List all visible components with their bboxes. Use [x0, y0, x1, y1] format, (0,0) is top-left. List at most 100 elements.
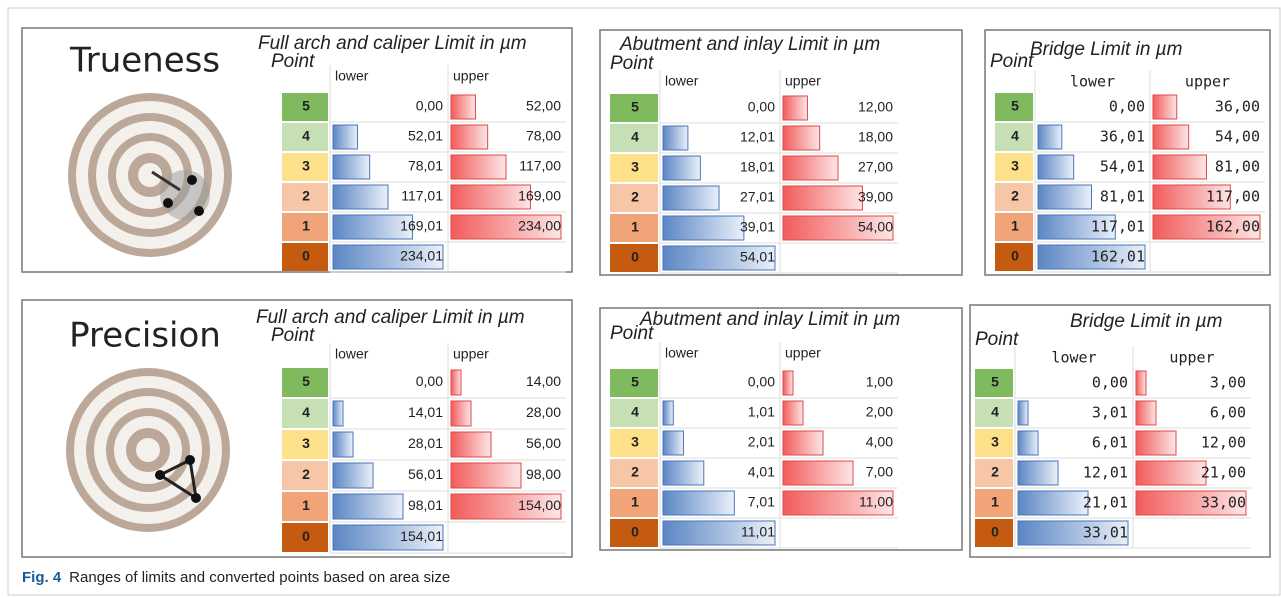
upper-bar [450, 369, 462, 396]
point-cell [610, 154, 658, 182]
upper-value: 28,00 [526, 404, 561, 420]
point-cell [995, 243, 1033, 271]
point-value: 1 [302, 497, 310, 513]
point-cell [975, 519, 1013, 547]
lower-bar [662, 125, 689, 151]
point-value: 5 [631, 374, 639, 390]
upper-value: 6,00 [1210, 404, 1246, 422]
upper-value: 52,00 [526, 98, 561, 114]
upper-header: upper [1185, 73, 1230, 91]
point-value: 5 [302, 373, 310, 389]
lower-bar [1037, 124, 1063, 150]
point-cell [610, 244, 658, 272]
point-cell [610, 429, 658, 457]
upper-bar [1135, 460, 1207, 486]
table-title: Full arch and caliper Limit in µm [256, 307, 525, 328]
lower-value: 54,01 [740, 249, 775, 265]
point-header: Point [610, 53, 654, 74]
point-cell [282, 153, 328, 181]
upper-bar [782, 370, 794, 396]
point-value: 0 [302, 528, 310, 544]
lower-header: lower [665, 345, 699, 361]
point-value: 5 [631, 99, 639, 115]
upper-bar [1135, 490, 1247, 516]
upper-header: upper [453, 346, 489, 362]
point-value: 0 [302, 248, 310, 264]
lower-header: lower [1070, 73, 1115, 91]
lower-bar [332, 524, 444, 551]
point-value: 1 [302, 218, 310, 234]
upper-header: upper [1169, 349, 1214, 367]
upper-header: upper [453, 68, 489, 84]
point-value: 5 [991, 374, 999, 390]
table-title: Full arch and caliper Limit in µm [258, 33, 527, 54]
precision-target [66, 368, 230, 532]
point-cell [610, 399, 658, 427]
point-header: Point [271, 325, 315, 346]
panel-frame [21, 27, 573, 273]
outer-frame [7, 7, 1281, 596]
upper-bar [782, 155, 839, 181]
lower-value: 4,01 [748, 464, 775, 480]
upper-value: 1,00 [866, 374, 893, 390]
upper-value: 3,00 [1210, 374, 1246, 392]
point-value: 2 [991, 464, 999, 480]
point-header: Point [975, 329, 1019, 350]
point-value: 2 [302, 188, 310, 204]
lower-value: 117,01 [401, 188, 443, 204]
upper-value: 27,00 [858, 159, 893, 175]
point-value: 4 [631, 129, 639, 145]
lower-value: 28,01 [408, 435, 443, 451]
panel: Trueness Full arch and caliper Limit in µ… [21, 27, 573, 273]
upper-header: upper [785, 345, 821, 361]
lower-value: 3,01 [1092, 404, 1128, 422]
point-cell [610, 124, 658, 152]
lower-bar [332, 431, 354, 458]
point-cell [610, 489, 658, 517]
point-value: 4 [1011, 128, 1019, 144]
lower-value: 0,00 [416, 98, 443, 114]
upper-bar [450, 400, 472, 427]
panel: Precision Full arch and caliper Limit in … [21, 299, 573, 558]
upper-bar [1152, 124, 1190, 150]
upper-bar [450, 124, 489, 150]
point-cell [610, 369, 658, 397]
upper-bar [782, 95, 808, 121]
upper-bar [1152, 154, 1207, 180]
lower-header: lower [335, 68, 369, 84]
upper-value: 39,00 [858, 189, 893, 205]
point-cell [975, 369, 1013, 397]
point-cell [995, 93, 1033, 121]
lower-value: 7,01 [748, 494, 775, 510]
point-cell [282, 183, 328, 211]
upper-value: 98,00 [526, 466, 561, 482]
upper-bar [450, 462, 522, 489]
upper-bar [782, 430, 824, 456]
point-value: 5 [302, 98, 310, 114]
lower-bar [1037, 214, 1116, 240]
point-cell [282, 399, 328, 428]
lower-value: 154,01 [400, 528, 443, 544]
upper-header: upper [785, 73, 821, 89]
upper-value: 14,00 [526, 373, 561, 389]
upper-value: 117,00 [1206, 188, 1260, 206]
lower-bar [662, 400, 674, 426]
lower-value: 14,01 [408, 404, 443, 420]
point-cell [975, 459, 1013, 487]
point-cell [975, 399, 1013, 427]
upper-value: 21,00 [1201, 464, 1246, 482]
point-value: 0 [631, 524, 639, 540]
upper-bar [782, 215, 894, 241]
lower-header: lower [335, 346, 369, 362]
point-value: 3 [631, 434, 639, 450]
upper-bar [450, 154, 507, 180]
upper-bar [1135, 430, 1177, 456]
point-header: Point [990, 51, 1034, 72]
upper-value: 7,00 [866, 464, 893, 480]
lower-value: 0,00 [1109, 98, 1145, 116]
upper-value: 154,00 [518, 497, 561, 513]
point-value: 1 [1011, 218, 1019, 234]
point-cell [610, 214, 658, 242]
upper-value: 12,00 [1201, 434, 1246, 452]
